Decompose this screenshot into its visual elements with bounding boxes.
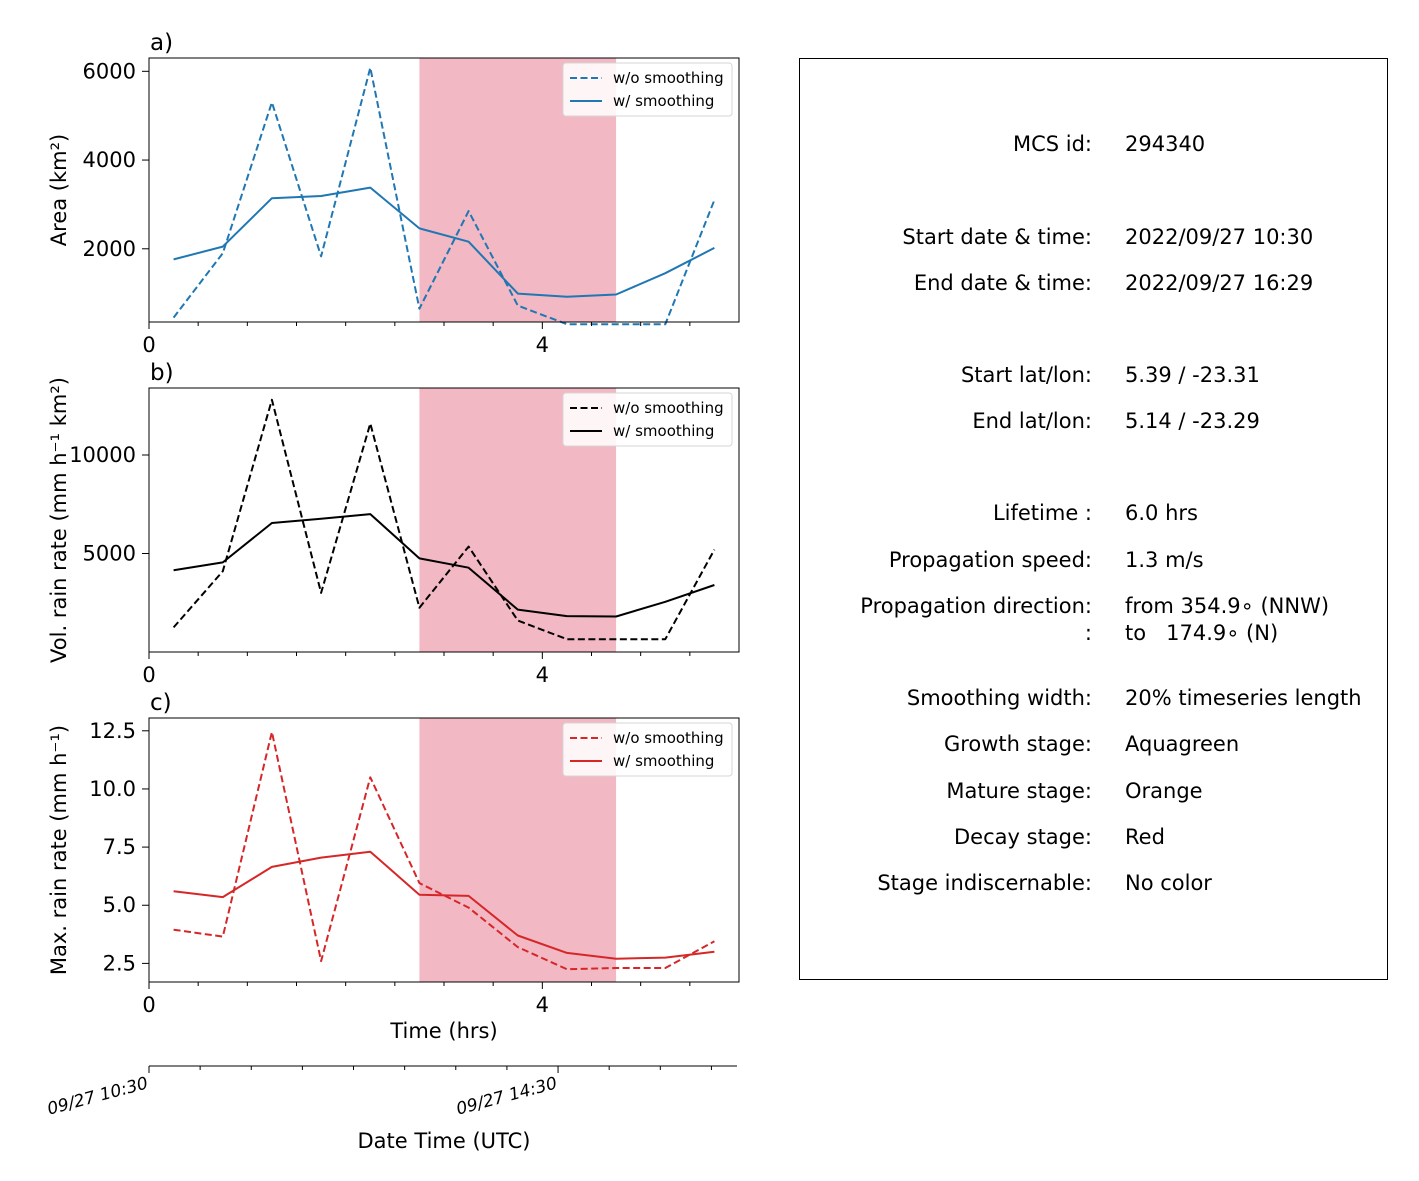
- info-value: Red: [1125, 825, 1165, 849]
- info-label: Start lat/lon:: [960, 363, 1092, 387]
- legend-box: [562, 62, 733, 117]
- info-value: 5.39 / -23.31: [1125, 363, 1260, 387]
- y-tick-label: 10.0: [89, 777, 136, 801]
- info-row-end-time: End date & time: 2022/09/27 16:29: [800, 270, 1387, 296]
- legend-label: w/o smoothing: [613, 729, 724, 747]
- panel-3: 0 4 2.5 5.0 7.5 10.0 12.5 c) Max. rain rate (mm …: [47, 690, 740, 1043]
- y-tick-label: 4000: [83, 148, 136, 172]
- y-tick-label: 2000: [83, 237, 136, 261]
- info-label: Start date & time:: [902, 225, 1092, 249]
- info-row-propagation-speed: Propagation speed: 1.3 m/s: [800, 547, 1387, 573]
- info-row-growth-stage: Growth stage: Aquagreen: [800, 731, 1387, 757]
- panel-label: a): [150, 30, 173, 56]
- x-tick-label: 0: [142, 663, 155, 687]
- info-value: 5.14 / -23.29: [1125, 409, 1260, 433]
- series-line-smoothed: [173, 850, 715, 960]
- info-label: Stage indiscernable:: [877, 871, 1092, 895]
- y-tick-label: 5.0: [103, 893, 136, 917]
- x-axis-label: Time (hrs): [389, 1019, 497, 1043]
- info-value: Orange: [1125, 779, 1203, 803]
- panel-label: c): [150, 690, 172, 716]
- info-label: End lat/lon:: [972, 409, 1092, 433]
- info-row-mcs-id: MCS id: 294340: [800, 131, 1387, 157]
- legend-box: [562, 722, 733, 777]
- datetime-tick-label: 09/27 10:30: [45, 1074, 150, 1120]
- info-value: from 354.9∘ (NNW): [1125, 594, 1330, 618]
- info-row-propagation-direction: Propagation direction: from 354.9∘ (NNW): [800, 593, 1387, 619]
- info-row-decay-stage: Decay stage: Red: [800, 824, 1387, 850]
- info-row-start-latlon: Start lat/lon: 5.39 / -23.31: [800, 362, 1387, 388]
- y-tick-label: 6000: [83, 59, 136, 83]
- panel-2: 0 4 5000 10000 b) Vol. rain rate (mm h⁻¹ km²)…: [47, 360, 740, 687]
- info-row-propagation-direction-to: : to 174.9∘ (N): [800, 620, 1387, 646]
- info-label: Lifetime :: [992, 501, 1092, 525]
- info-row-start-time: Start date & time: 2022/09/27 10:30: [800, 224, 1387, 250]
- info-value: 294340: [1125, 132, 1206, 156]
- legend-label: w/o smoothing: [613, 69, 724, 87]
- datetime-axis: 09/27 10:30 09/27 14:30 Date Time (UTC): [45, 1065, 737, 1153]
- x-tick-label: 4: [536, 993, 549, 1017]
- mcs-info-panel: MCS id: 294340 Start date & time: 2022/0…: [799, 58, 1388, 980]
- legend: w/o smoothing w/ smoothing: [562, 392, 733, 447]
- y-axis-label: Area (km²): [47, 134, 71, 246]
- datetime-tick-label: 09/27 14:30: [454, 1074, 559, 1120]
- info-label: MCS id:: [1012, 132, 1092, 156]
- info-row-stage-indiscernable: Stage indiscernable: No color: [800, 870, 1387, 896]
- info-value: Aquagreen: [1125, 732, 1240, 756]
- y-tick-label: 12.5: [89, 719, 136, 743]
- legend-label: w/ smoothing: [613, 422, 714, 440]
- info-label: Propagation speed:: [888, 548, 1092, 572]
- y-tick-label: 2.5: [103, 951, 136, 975]
- series-line-smoothed: [173, 513, 715, 618]
- series-line-raw: [172, 66, 716, 326]
- info-value: 2022/09/27 10:30: [1125, 225, 1314, 249]
- legend-box: [562, 392, 733, 447]
- y-axis-label: Vol. rain rate (mm h⁻¹ km²): [47, 377, 71, 663]
- panel-label: b): [150, 360, 174, 386]
- info-value: 20% timeseries length: [1125, 686, 1362, 710]
- series-line-raw: [172, 398, 716, 641]
- info-label: Decay stage:: [954, 825, 1092, 849]
- info-row-end-latlon: End lat/lon: 5.14 / -23.29: [800, 408, 1387, 434]
- info-label: Smoothing width:: [906, 686, 1092, 710]
- info-label: Propagation direction:: [860, 594, 1092, 618]
- info-label: :: [1084, 621, 1092, 645]
- info-value: No color: [1125, 871, 1212, 895]
- info-label: Growth stage:: [943, 732, 1092, 756]
- info-label: End date & time:: [913, 271, 1092, 295]
- legend-label: w/ smoothing: [613, 92, 714, 110]
- datetime-axis-label: Date Time (UTC): [358, 1129, 531, 1153]
- legend-label: w/ smoothing: [613, 752, 714, 770]
- y-tick-label: 7.5: [103, 835, 136, 859]
- legend-label: w/o smoothing: [613, 399, 724, 417]
- info-row-lifetime: Lifetime : 6.0 hrs: [800, 500, 1387, 526]
- info-row-smoothing-width: Smoothing width: 20% timeseries length: [800, 685, 1387, 711]
- x-tick-label: 0: [142, 993, 155, 1017]
- x-tick-label: 4: [536, 333, 549, 357]
- series-line-smoothed: [173, 186, 715, 298]
- y-tick-label: 5000: [83, 541, 136, 565]
- series-line-raw: [173, 731, 715, 971]
- info-value: to 174.9∘ (N): [1125, 621, 1279, 645]
- info-value: 1.3 m/s: [1125, 548, 1204, 572]
- legend: w/o smoothing w/ smoothing: [562, 62, 733, 117]
- info-value: 2022/09/27 16:29: [1125, 271, 1314, 295]
- x-tick-label: 0: [142, 333, 155, 357]
- y-tick-label: 10000: [69, 443, 136, 467]
- info-value: 6.0 hrs: [1125, 501, 1198, 525]
- legend: w/o smoothing w/ smoothing: [562, 722, 733, 777]
- y-axis-label: Max. rain rate (mm h⁻¹): [47, 725, 71, 975]
- info-label: Mature stage:: [946, 779, 1092, 803]
- info-row-mature-stage: Mature stage: Orange: [800, 778, 1387, 804]
- x-tick-label: 4: [536, 663, 549, 687]
